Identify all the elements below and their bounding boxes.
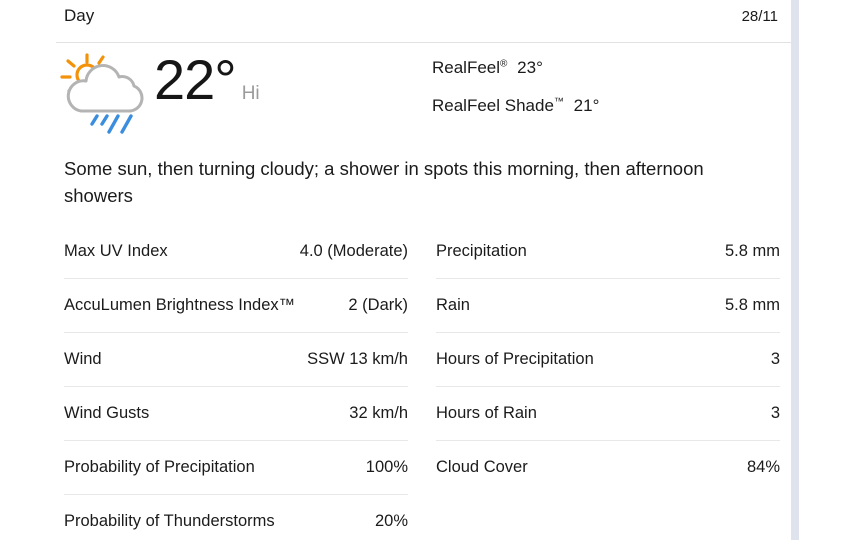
realfeel-shade-value: 21° <box>573 96 600 115</box>
registered-mark: ® <box>500 58 508 70</box>
day-period-label: Day <box>64 6 95 25</box>
detail-row-wind-gusts: Wind Gusts 32 km/h <box>64 386 408 440</box>
vertical-scrollbar[interactable] <box>791 0 799 540</box>
details-left-column: Max UV Index 4.0 (Moderate) AccuLumen Br… <box>64 224 408 540</box>
realfeel-block: RealFeel® 23° RealFeel Shade™ 21° <box>432 58 599 134</box>
forecast-summary: Some sun, then turning cloudy; a shower … <box>64 158 704 206</box>
detail-value: 5.8 mm <box>724 296 780 314</box>
detail-row-precipitation: Precipitation 5.8 mm <box>436 224 780 278</box>
detail-row-hours-of-precipitation: Hours of Precipitation 3 <box>436 332 780 386</box>
detail-value: 2 (Dark) <box>348 296 408 314</box>
realfeel-row: RealFeel® 23° <box>432 58 599 78</box>
temperature-value: 22° <box>154 48 237 111</box>
trademark-mark: ™ <box>553 96 564 108</box>
detail-row-acculumen: AccuLumen Brightness Index™ 2 (Dark) <box>64 278 408 332</box>
detail-value: 32 km/h <box>349 404 408 422</box>
detail-label: Precipitation <box>436 241 527 260</box>
detail-row-probability-precipitation: Probability of Precipitation 100% <box>64 440 408 494</box>
detail-value: 3 <box>770 350 780 368</box>
high-temperature: 22° Hi <box>154 52 260 108</box>
detail-row-rain: Rain 5.8 mm <box>436 278 780 332</box>
detail-label: Hours of Rain <box>436 404 537 422</box>
detail-value: 3 <box>770 404 780 422</box>
header-divider <box>56 42 793 43</box>
detail-row-wind: Wind SSW 13 km/h <box>64 332 408 386</box>
detail-label: Probability of Thunderstorms <box>64 512 275 530</box>
partly-sunny-with-showers-icon <box>60 53 144 134</box>
detail-value: 4.0 (Moderate) <box>299 241 408 260</box>
realfeel-label: RealFeel <box>432 58 501 77</box>
detail-value: 84% <box>746 458 780 476</box>
realfeel-shade-label: RealFeel Shade <box>432 96 554 115</box>
detail-label: Cloud Cover <box>436 458 528 476</box>
realfeel-shade-row: RealFeel Shade™ 21° <box>432 96 599 116</box>
detail-row-max-uv-index: Max UV Index 4.0 (Moderate) <box>64 224 408 278</box>
detail-value: 5.8 mm <box>724 241 780 260</box>
forecast-date: 28/11 <box>741 8 778 25</box>
detail-row-cloud-cover: Cloud Cover 84% <box>436 440 780 494</box>
detail-label: Hours of Precipitation <box>436 350 594 368</box>
detail-label: Probability of Precipitation <box>64 458 255 476</box>
temperature-hi-label: Hi <box>241 83 260 104</box>
detail-label: AccuLumen Brightness Index™ <box>64 296 296 314</box>
detail-value: SSW 13 km/h <box>307 350 408 368</box>
detail-label: Max UV Index <box>64 241 168 260</box>
realfeel-value: 23° <box>517 58 543 77</box>
detail-value: 100% <box>365 458 408 476</box>
detail-label: Rain <box>436 296 470 314</box>
details-right-column: Precipitation 5.8 mm Rain 5.8 mm Hours o… <box>436 224 780 540</box>
forecast-details: Max UV Index 4.0 (Moderate) AccuLumen Br… <box>64 224 780 540</box>
detail-label: Wind Gusts <box>64 404 150 422</box>
detail-row-probability-thunderstorms: Probability of Thunderstorms 20% <box>64 494 408 540</box>
detail-value: 20% <box>374 512 408 530</box>
detail-row-hours-of-rain: Hours of Rain 3 <box>436 386 780 440</box>
detail-label: Wind <box>64 350 102 368</box>
